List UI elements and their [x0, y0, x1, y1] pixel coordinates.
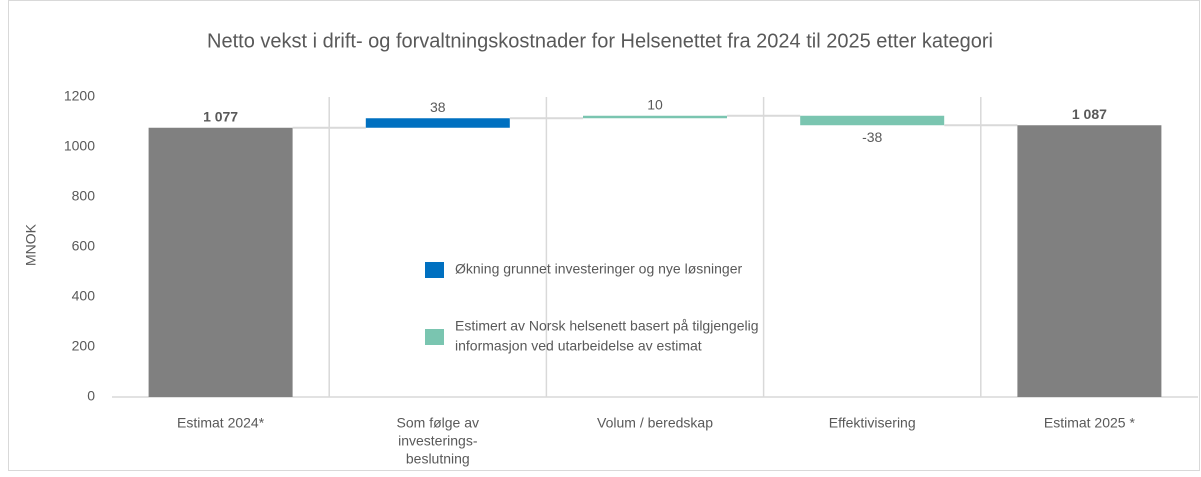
legend-label: Økning grunnet investeringer og nye løsn… — [455, 261, 743, 277]
y-tick-label: 200 — [72, 338, 96, 354]
x-tick-label: Effektivisering — [829, 415, 916, 431]
bar — [1017, 125, 1162, 397]
bar — [583, 115, 727, 119]
legend-swatch — [425, 262, 444, 278]
bar — [365, 118, 510, 128]
bar — [148, 127, 293, 397]
x-tick-label: investerings- — [398, 433, 478, 449]
value-label: 10 — [647, 96, 663, 112]
x-tick-label: Estimat 2024* — [177, 415, 265, 431]
y-tick-label: 400 — [72, 288, 96, 304]
legend-label: informasjon ved utarbeidelse av estimat — [455, 338, 702, 354]
y-tick-label: 0 — [87, 388, 95, 404]
value-label: 38 — [430, 99, 446, 115]
value-label: 1 087 — [1072, 106, 1107, 122]
value-label: -38 — [862, 129, 882, 145]
x-tick-label: Som følge av — [397, 415, 479, 431]
y-tick-label: 1200 — [64, 88, 95, 104]
legend-label: Estimert av Norsk helsenett basert på ti… — [455, 318, 758, 334]
x-tick-label: beslutning — [406, 451, 470, 467]
y-axis-label: MNOK — [23, 223, 39, 266]
bar — [800, 115, 945, 126]
value-label: 1 077 — [203, 108, 238, 124]
y-tick-label: 1000 — [64, 138, 95, 154]
x-tick-label: Estimat 2025 * — [1044, 415, 1136, 431]
x-tick-label: Volum / beredskap — [597, 415, 713, 431]
y-tick-label: 600 — [72, 238, 96, 254]
y-tick-label: 800 — [72, 188, 96, 204]
chart-title: Netto vekst i drift- og forvaltningskost… — [207, 30, 993, 52]
legend-swatch — [425, 329, 444, 345]
